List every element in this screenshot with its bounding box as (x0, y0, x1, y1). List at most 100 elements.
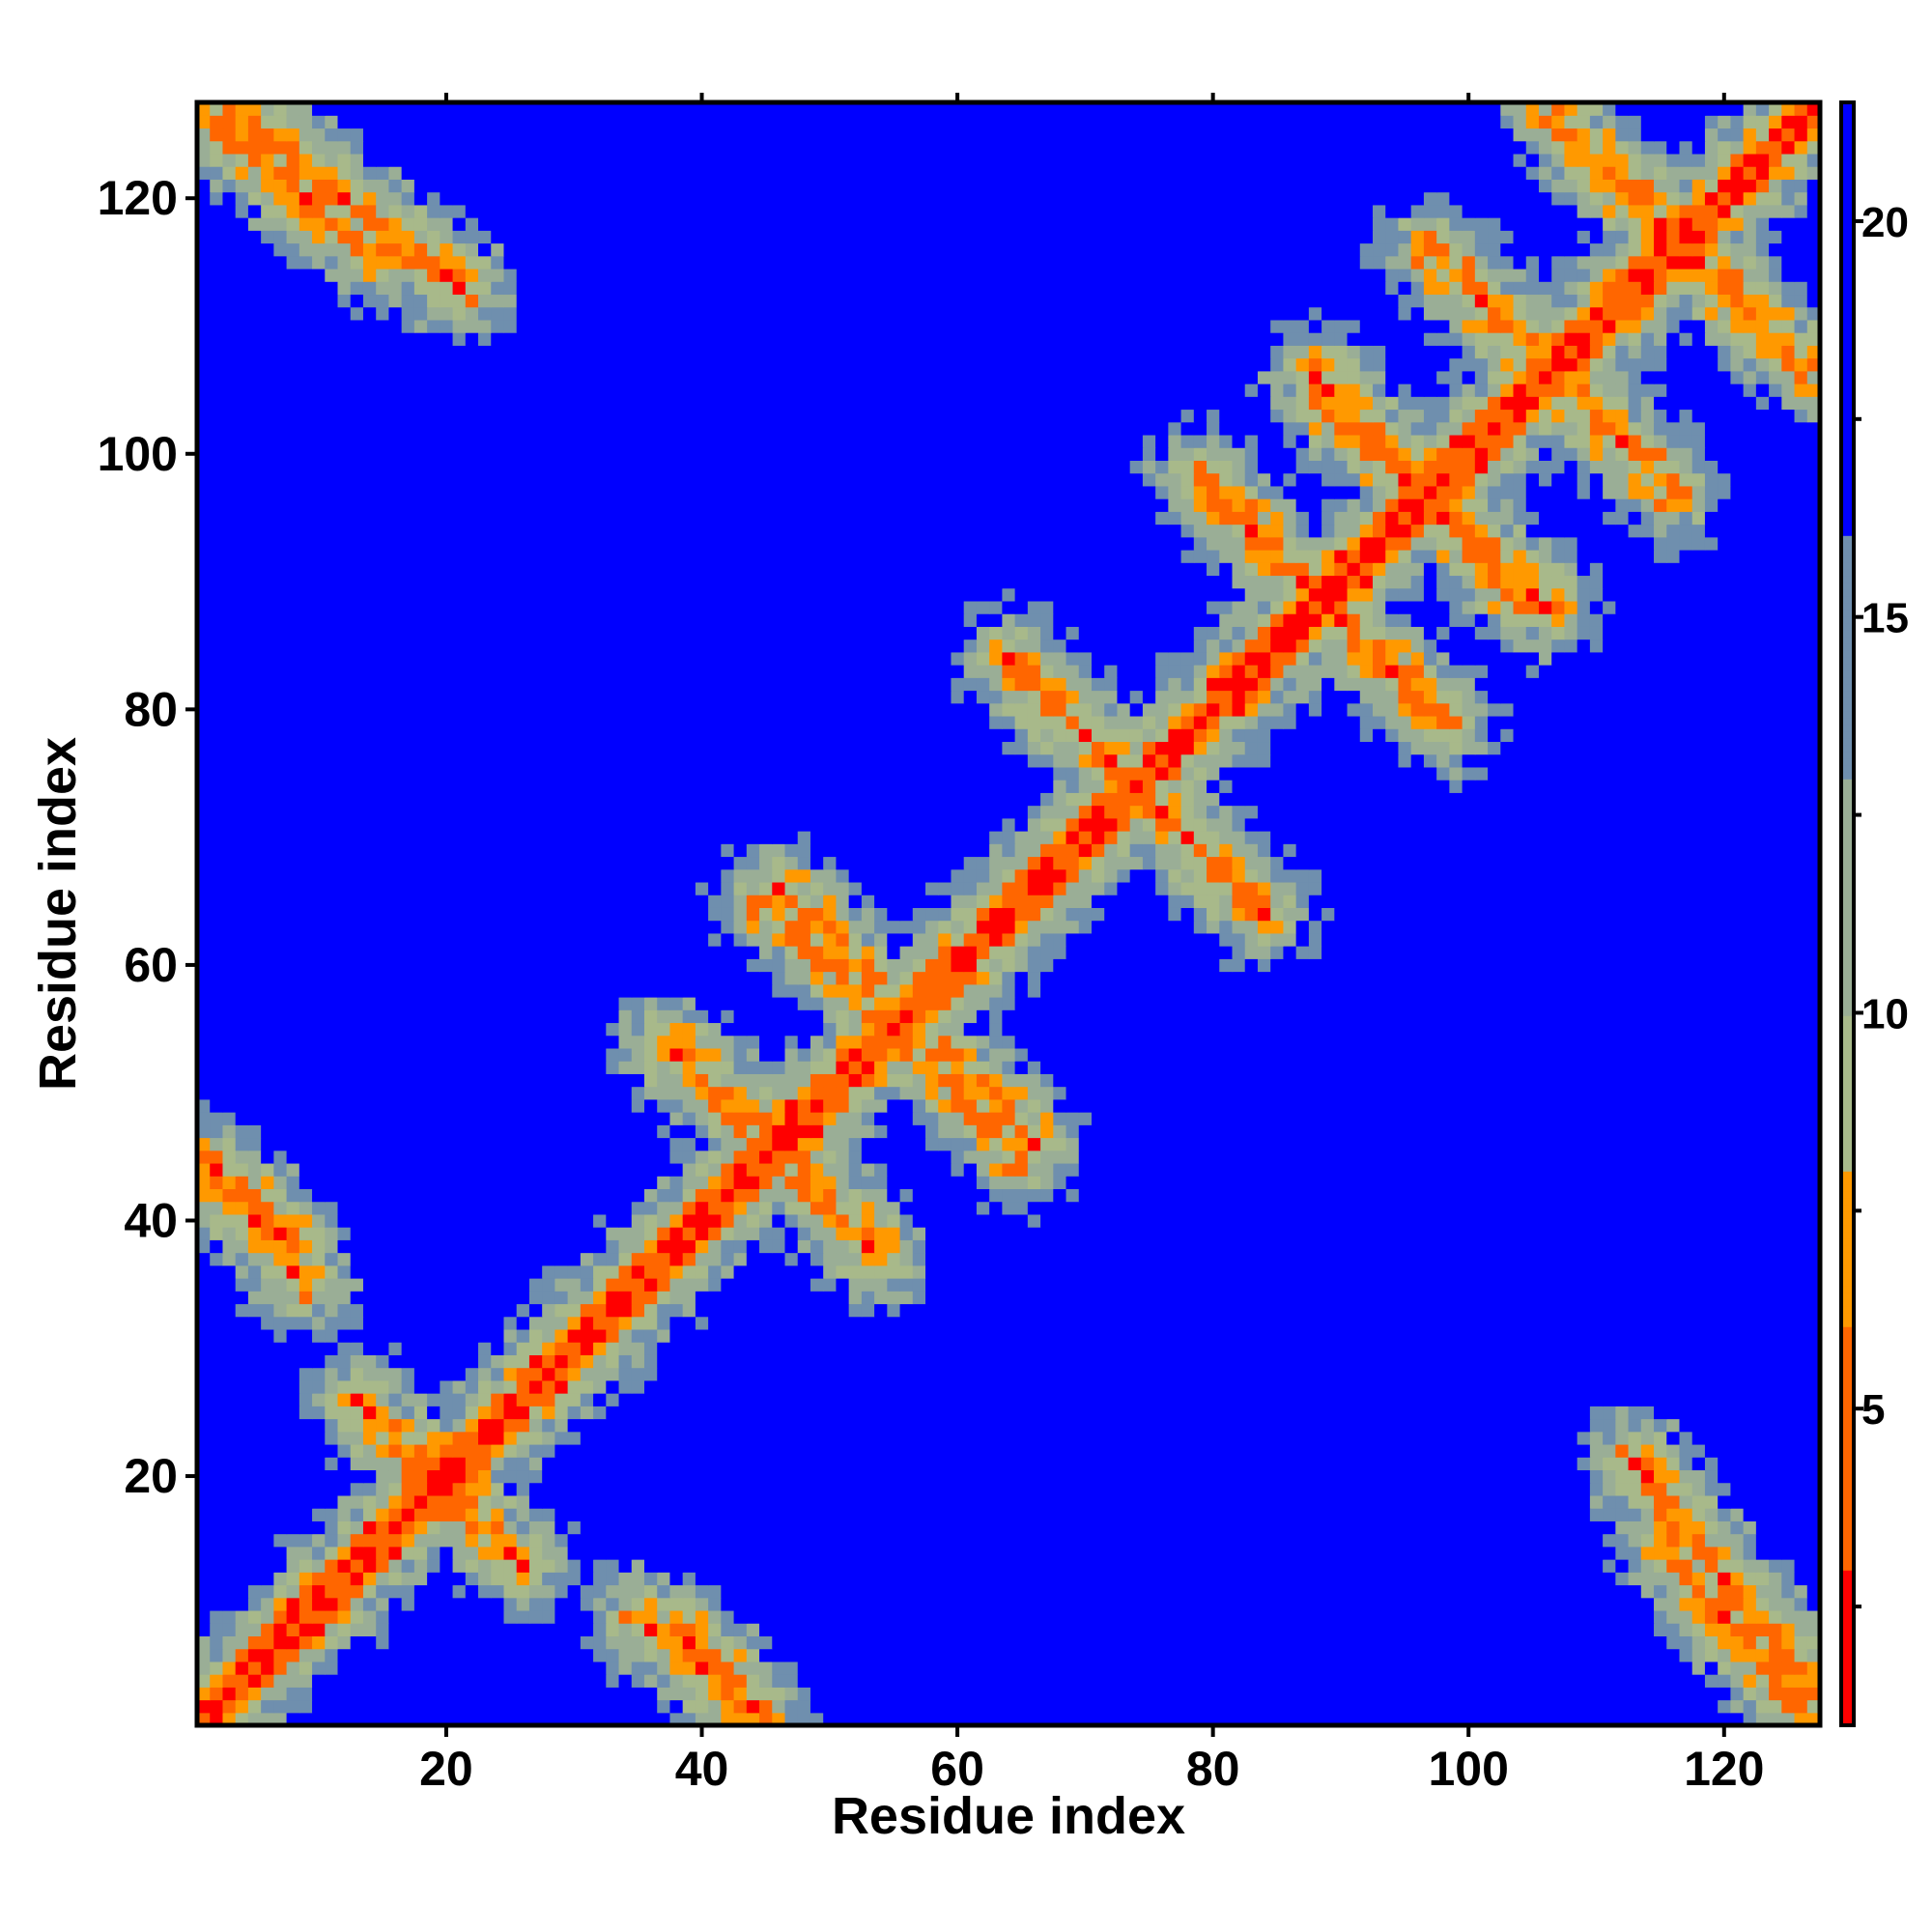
heatmap-cell (580, 1431, 594, 1445)
heatmap-cell (1155, 1546, 1169, 1560)
heatmap-cell (1385, 1699, 1400, 1714)
heatmap-cell (1334, 1227, 1349, 1240)
heatmap-cell (1385, 1342, 1400, 1355)
heatmap-cell (1474, 1520, 1489, 1535)
heatmap-cell (350, 1227, 364, 1240)
heatmap-cell (1091, 1379, 1105, 1394)
heatmap-cell (708, 1431, 722, 1445)
heatmap-cell (1730, 1316, 1745, 1330)
heatmap-cell (1449, 1597, 1463, 1611)
heatmap-cell (491, 1291, 505, 1305)
heatmap-cell (669, 1227, 684, 1240)
heatmap-cell (1334, 1699, 1349, 1714)
heatmap-cell (1436, 1379, 1450, 1394)
heatmap-cell (1679, 1674, 1693, 1688)
heatmap-cell (989, 1494, 1003, 1509)
heatmap-cell (823, 1227, 838, 1240)
heatmap-cell (810, 1572, 824, 1586)
heatmap-cell (631, 1661, 645, 1675)
heatmap-cell (247, 1623, 262, 1636)
heatmap-cell (235, 1469, 249, 1484)
heatmap-cell (746, 1572, 760, 1586)
heatmap-cell (1168, 1278, 1182, 1292)
heatmap-cell (337, 1342, 352, 1355)
heatmap-cell (1410, 1457, 1425, 1471)
heatmap-cell (478, 1431, 492, 1445)
heatmap-cell (1589, 1712, 1604, 1726)
heatmap-cell (1270, 1597, 1285, 1611)
heatmap-cell (951, 1431, 965, 1445)
heatmap-cell (1551, 1379, 1566, 1394)
heatmap-cell (1410, 1546, 1425, 1560)
heatmap-cell (1743, 1252, 1757, 1266)
heatmap-cell (887, 1687, 901, 1701)
heatmap-cell (1436, 1584, 1450, 1599)
heatmap-cell (376, 1572, 390, 1586)
heatmap-cell (1488, 1559, 1501, 1573)
heatmap-cell (1002, 1291, 1016, 1305)
heatmap-cell (618, 1342, 633, 1355)
heatmap-cell (312, 1264, 326, 1279)
heatmap-cell (733, 1635, 748, 1650)
heatmap-cell (1513, 1469, 1527, 1484)
heatmap-cell (963, 1674, 978, 1688)
heatmap-cell (1104, 1508, 1119, 1521)
heatmap-cell (413, 1367, 428, 1381)
heatmap-cell (1142, 1609, 1156, 1624)
heatmap-cell (542, 1469, 555, 1484)
heatmap-cell (1142, 1533, 1156, 1548)
heatmap-cell (273, 1609, 288, 1624)
heatmap-cell (286, 1609, 300, 1624)
heatmap-cell (823, 1572, 838, 1586)
heatmap-cell (1577, 1584, 1591, 1599)
heatmap-cell (1207, 1648, 1220, 1662)
heatmap-cell (1628, 1699, 1642, 1714)
heatmap-cell (235, 1393, 249, 1406)
heatmap-cell (1385, 1457, 1400, 1471)
heatmap-cell (925, 1278, 939, 1292)
heatmap-cell (772, 1482, 786, 1496)
heatmap-cell (1117, 1303, 1131, 1318)
heatmap-cell (1244, 1367, 1259, 1381)
heatmap-cell (567, 1303, 582, 1318)
heatmap-cell (784, 1699, 799, 1714)
heatmap-cell (1691, 1623, 1706, 1636)
heatmap-cell (1283, 1278, 1297, 1292)
heatmap-cell (1640, 1264, 1655, 1279)
heatmap-cell (1002, 1712, 1016, 1726)
heatmap-cell (1129, 1227, 1144, 1240)
heatmap-cell (657, 1546, 671, 1560)
heatmap-cell (362, 1316, 377, 1330)
heatmap-cell (388, 1342, 403, 1355)
heatmap-cell (721, 1303, 735, 1318)
heatmap-cell (528, 1572, 543, 1586)
heatmap-cell (388, 1239, 403, 1254)
heatmap-cell (1168, 1661, 1182, 1675)
heatmap-cell (337, 1533, 352, 1548)
heatmap-cell (1117, 1623, 1131, 1636)
heatmap-cell (631, 1278, 645, 1292)
heatmap-cell (784, 1584, 799, 1599)
heatmap-cell (1423, 1559, 1437, 1573)
heatmap-cell (643, 1546, 658, 1560)
heatmap-cell (210, 1712, 224, 1726)
heatmap-cell (925, 1546, 939, 1560)
heatmap-cell (657, 1635, 671, 1650)
heatmap-cell (491, 1406, 505, 1420)
heatmap-cell (976, 1291, 990, 1305)
heatmap-cell (797, 1264, 811, 1279)
heatmap-cell (836, 1609, 850, 1624)
heatmap-cell (1666, 1687, 1681, 1701)
heatmap-cell (1806, 1661, 1821, 1675)
heatmap-cell (1398, 1379, 1412, 1394)
heatmap-cell (618, 1431, 633, 1445)
heatmap-cell (222, 1623, 237, 1636)
heatmap-cell (1321, 1609, 1335, 1624)
heatmap-cell (1321, 1316, 1335, 1330)
heatmap-cell (1359, 1252, 1374, 1266)
heatmap-cell (836, 1431, 850, 1445)
heatmap-cell (465, 1303, 479, 1318)
heatmap-cell (861, 1379, 875, 1394)
heatmap-cell (1155, 1227, 1169, 1240)
heatmap-cell (1462, 1609, 1476, 1624)
